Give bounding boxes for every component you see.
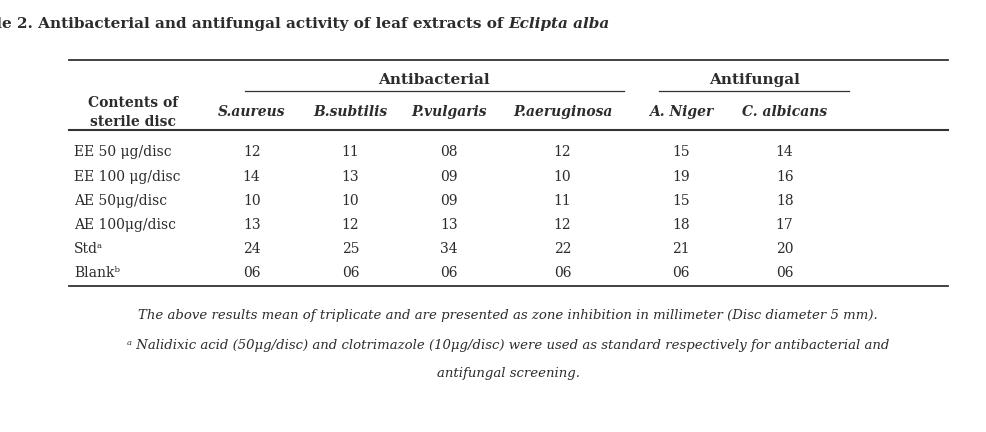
Text: Table 2. Antibacterial and antifungal activity of leaf extracts of: Table 2. Antibacterial and antifungal ac… bbox=[0, 17, 509, 31]
Text: Contents of
sterile disc: Contents of sterile disc bbox=[88, 96, 178, 129]
Text: 06: 06 bbox=[775, 266, 793, 280]
Text: 06: 06 bbox=[243, 266, 260, 280]
Text: 13: 13 bbox=[243, 218, 260, 232]
Text: 10: 10 bbox=[341, 194, 359, 208]
Text: 22: 22 bbox=[553, 242, 571, 256]
Text: 21: 21 bbox=[671, 242, 689, 256]
Text: 12: 12 bbox=[553, 146, 571, 159]
Text: B.subtilis: B.subtilis bbox=[313, 105, 387, 119]
Text: 12: 12 bbox=[243, 146, 260, 159]
Text: Table 2. Antibacterial and antifungal activity of leaf extracts of Eclipta alba: Table 2. Antibacterial and antifungal ac… bbox=[0, 431, 1, 432]
Text: C. albicans: C. albicans bbox=[741, 105, 826, 119]
Text: P.aeruginosa: P.aeruginosa bbox=[513, 105, 611, 119]
Text: 09: 09 bbox=[440, 170, 458, 184]
Text: ᵃ Nalidixic acid (50μg/disc) and clotrimazole (10μg/disc) were used as standard : ᵃ Nalidixic acid (50μg/disc) and clotrim… bbox=[127, 339, 888, 352]
Text: 11: 11 bbox=[553, 194, 571, 208]
Text: 12: 12 bbox=[341, 218, 359, 232]
Text: 14: 14 bbox=[243, 170, 260, 184]
Text: 18: 18 bbox=[775, 194, 793, 208]
Text: 14: 14 bbox=[775, 146, 793, 159]
Text: 11: 11 bbox=[341, 146, 359, 159]
Text: Antifungal: Antifungal bbox=[708, 73, 799, 87]
Text: 34: 34 bbox=[440, 242, 458, 256]
Text: 20: 20 bbox=[775, 242, 793, 256]
Text: 24: 24 bbox=[243, 242, 260, 256]
Text: antifungal screening.: antifungal screening. bbox=[437, 367, 579, 380]
Text: 13: 13 bbox=[440, 218, 458, 232]
Text: AE 50μg/disc: AE 50μg/disc bbox=[74, 194, 167, 208]
Text: Antibacterial: Antibacterial bbox=[378, 73, 490, 87]
Text: 15: 15 bbox=[671, 194, 689, 208]
Text: Blankᵇ: Blankᵇ bbox=[74, 266, 120, 280]
Text: A. Niger: A. Niger bbox=[648, 105, 713, 119]
Text: Stdᵃ: Stdᵃ bbox=[74, 242, 104, 256]
Text: 08: 08 bbox=[440, 146, 458, 159]
Text: 06: 06 bbox=[671, 266, 689, 280]
Text: EE 100 μg/disc: EE 100 μg/disc bbox=[74, 170, 180, 184]
Text: Table 2. Antibacterial and antifungal activity of leaf extracts of: Table 2. Antibacterial and antifungal ac… bbox=[0, 431, 1, 432]
Text: 06: 06 bbox=[553, 266, 571, 280]
Text: 18: 18 bbox=[671, 218, 689, 232]
Text: 17: 17 bbox=[775, 218, 793, 232]
Text: 10: 10 bbox=[243, 194, 260, 208]
Text: P.vulgaris: P.vulgaris bbox=[411, 105, 486, 119]
Text: 06: 06 bbox=[341, 266, 359, 280]
Text: Eclipta alba: Eclipta alba bbox=[509, 17, 609, 31]
Text: EE 50 μg/disc: EE 50 μg/disc bbox=[74, 146, 172, 159]
Text: 15: 15 bbox=[671, 146, 689, 159]
Text: 06: 06 bbox=[440, 266, 458, 280]
Text: The above results mean of triplicate and are presented as zone inhibition in mil: The above results mean of triplicate and… bbox=[138, 309, 878, 322]
Text: S.aureus: S.aureus bbox=[218, 105, 285, 119]
Text: 25: 25 bbox=[341, 242, 359, 256]
Text: 16: 16 bbox=[775, 170, 793, 184]
Text: 12: 12 bbox=[553, 218, 571, 232]
Text: 10: 10 bbox=[553, 170, 571, 184]
Text: 13: 13 bbox=[341, 170, 359, 184]
Text: 19: 19 bbox=[671, 170, 689, 184]
Text: AE 100μg/disc: AE 100μg/disc bbox=[74, 218, 176, 232]
Text: 09: 09 bbox=[440, 194, 458, 208]
